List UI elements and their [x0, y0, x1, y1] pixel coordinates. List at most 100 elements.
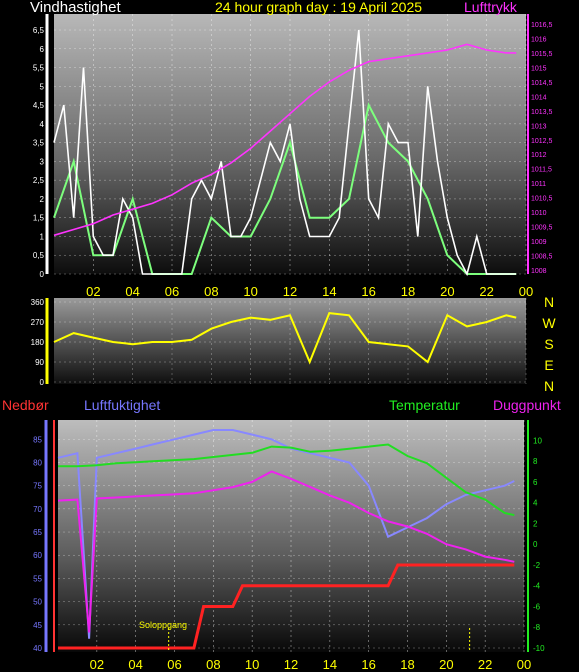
pressure-tick-label: 1014,5	[531, 80, 553, 87]
wind-tick-label: 3	[40, 157, 45, 166]
temperature-tick-label: -6	[533, 602, 541, 611]
pressure-tick-label: 1015	[531, 65, 547, 72]
pressure-tick-label: 1012	[531, 152, 547, 159]
x-tick-label: 22	[479, 284, 493, 299]
compass-label: W	[542, 315, 556, 331]
x-tick-label: 06	[165, 284, 179, 299]
humidity-tick-label: 40	[33, 644, 42, 653]
dewpoint-series-line	[57, 470, 515, 633]
temperature-tick-label: 6	[533, 478, 538, 487]
pressure-tick-label: 1009,5	[531, 225, 553, 232]
temperature-tick-label: -4	[533, 582, 541, 591]
wind-series-line	[53, 29, 517, 277]
dewpoint-label: Duggpunkt	[493, 397, 561, 413]
temperature-tick-label: 8	[533, 457, 538, 466]
pressure-tick-label: 1008	[531, 268, 547, 275]
x-tick-label: 02	[90, 657, 104, 672]
temperature-series-line	[58, 443, 515, 517]
wind-tick-label: 0	[40, 270, 45, 279]
direction-series-line	[53, 312, 517, 365]
x-tick-label: 22	[478, 657, 492, 672]
temperature-tick-label: 0	[533, 540, 538, 549]
direction-tick-label: 90	[35, 358, 44, 367]
pressure-tick-label: 1015,5	[531, 51, 553, 58]
wind-tick-label: 1,5	[33, 214, 45, 223]
x-tick-label: 14	[323, 657, 337, 672]
temperature-tick-label: 2	[533, 519, 538, 528]
humidity-tick-label: 80	[33, 458, 42, 467]
compass-label: N	[544, 378, 554, 394]
gust-series-line	[53, 102, 517, 275]
temperature-label: Temperatur	[389, 397, 460, 413]
wind-tick-label: 6	[40, 45, 45, 54]
x-tick-label: 16	[361, 284, 375, 299]
x-tick-label: 06	[167, 657, 181, 672]
humidity-tick-label: 45	[33, 621, 42, 630]
x-tick-label: 04	[125, 284, 139, 299]
x-tick-label: 16	[361, 657, 375, 672]
x-tick-label: 20	[439, 657, 453, 672]
pressure-tick-label: 1014	[531, 94, 547, 101]
pressure-tick-label: 1016	[531, 36, 547, 43]
wind-tick-label: 2	[40, 195, 45, 204]
x-tick-label: 04	[128, 657, 142, 672]
compass-label: S	[544, 336, 553, 352]
sunrise-label: Soloppgang	[139, 620, 187, 630]
temperature-tick-label: -8	[533, 623, 541, 632]
wind-tick-label: 2,5	[33, 176, 45, 185]
humidity-series-line	[57, 429, 515, 639]
pressure-tick-label: 1010	[531, 210, 547, 217]
pressure-tick-label: 1013,5	[531, 109, 553, 116]
pressure-tick-label: 1011	[531, 181, 546, 188]
humidity-tick-label: 70	[33, 505, 42, 514]
direction-tick-label: 360	[31, 298, 45, 307]
humidity-tick-label: 50	[33, 598, 42, 607]
wind-tick-label: 4,5	[33, 101, 45, 110]
humidity-tick-label: 75	[33, 482, 42, 491]
pressure-tick-label: 1010,5	[531, 196, 553, 203]
header-title: 24 hour graph day : 19 April 2025	[215, 0, 422, 15]
humidity-tick-label: 65	[33, 528, 42, 537]
x-tick-label: 12	[283, 284, 297, 299]
direction-tick-label: 270	[31, 318, 45, 327]
x-tick-label: 10	[243, 284, 257, 299]
pressure-series-line	[53, 43, 517, 237]
pressure-tick-label: 1009	[531, 239, 547, 246]
wind-tick-label: 5	[40, 82, 45, 91]
direction-plot-area	[54, 298, 526, 384]
x-tick-label: 00	[519, 284, 533, 299]
direction-tick-label: 0	[40, 378, 45, 387]
wind-tick-label: 1	[40, 232, 45, 241]
compass-label: E	[544, 357, 553, 373]
humidity-tick-label: 60	[33, 551, 42, 560]
temperature-tick-label: 10	[533, 436, 542, 445]
humidity-label: Luftfuktighet	[84, 397, 160, 413]
x-tick-label: 08	[204, 284, 218, 299]
compass-label: N	[544, 294, 554, 310]
x-tick-label: 10	[245, 657, 259, 672]
rain-series-line	[58, 563, 515, 650]
pressure-tick-label: 1012,5	[531, 138, 553, 145]
humidity-tick-label: 85	[33, 435, 42, 444]
rain-label: Nedbør	[2, 397, 49, 413]
wind-tick-label: 0,5	[33, 251, 45, 260]
x-tick-label: 20	[440, 284, 454, 299]
wind-tick-label: 5,5	[33, 64, 45, 73]
x-tick-label: 02	[86, 284, 100, 299]
header-pressure-label: Lufttrykk	[464, 0, 518, 15]
pressure-tick-label: 1011,5	[531, 167, 552, 174]
pressure-tick-label: 1013	[531, 123, 547, 130]
temperature-tick-label: -2	[533, 561, 541, 570]
x-tick-label: 12	[284, 657, 298, 672]
wind-tick-label: 4	[40, 120, 45, 129]
pressure-tick-label: 1016,5	[531, 22, 553, 29]
x-tick-label: 08	[206, 657, 220, 672]
direction-tick-label: 180	[31, 338, 45, 347]
temperature-tick-label: 4	[533, 499, 538, 508]
pressure-tick-label: 1008,5	[531, 254, 553, 261]
wind-tick-label: 3,5	[33, 139, 45, 148]
x-tick-label: 14	[322, 284, 336, 299]
x-tick-label: 18	[400, 657, 414, 672]
x-tick-label: 18	[401, 284, 415, 299]
